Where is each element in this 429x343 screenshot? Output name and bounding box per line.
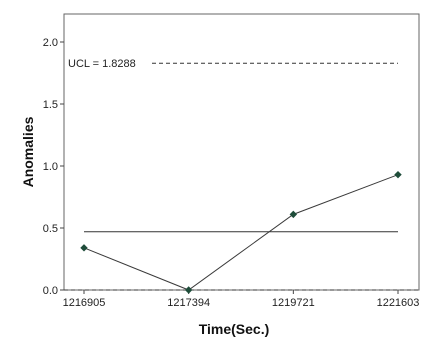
data-point [80,244,88,252]
plot-frame [63,13,420,291]
x-tick-label: 1219721 [272,297,315,309]
reference-lines: UCL = 1.8288 [64,58,419,291]
y-axis-ticks: 0.0 0.5 1.0 1.5 2.0 [43,37,64,297]
y-tick-label: 0.0 [43,285,58,297]
x-tick-label: 1217394 [167,297,210,309]
series-line [83,174,399,291]
data-point [289,210,298,219]
ucl-label: UCL = 1.8288 [68,58,136,70]
data-point [394,170,402,179]
x-axis-label: Time(Sec.) [199,321,270,337]
y-tick-label: 1.5 [43,99,58,111]
series-layer [80,170,402,294]
data-point [184,286,193,294]
y-tick-label: 0.5 [43,223,58,235]
x-tick-label: 1216905 [63,297,106,309]
y-axis-label: Anomalies [20,116,36,187]
x-axis-ticks: 1216905 1217394 1219721 1221603 [63,290,420,309]
y-tick-label: 1.0 [43,161,58,173]
x-tick-label: 1221603 [377,297,420,309]
y-tick-label: 2.0 [43,37,58,49]
